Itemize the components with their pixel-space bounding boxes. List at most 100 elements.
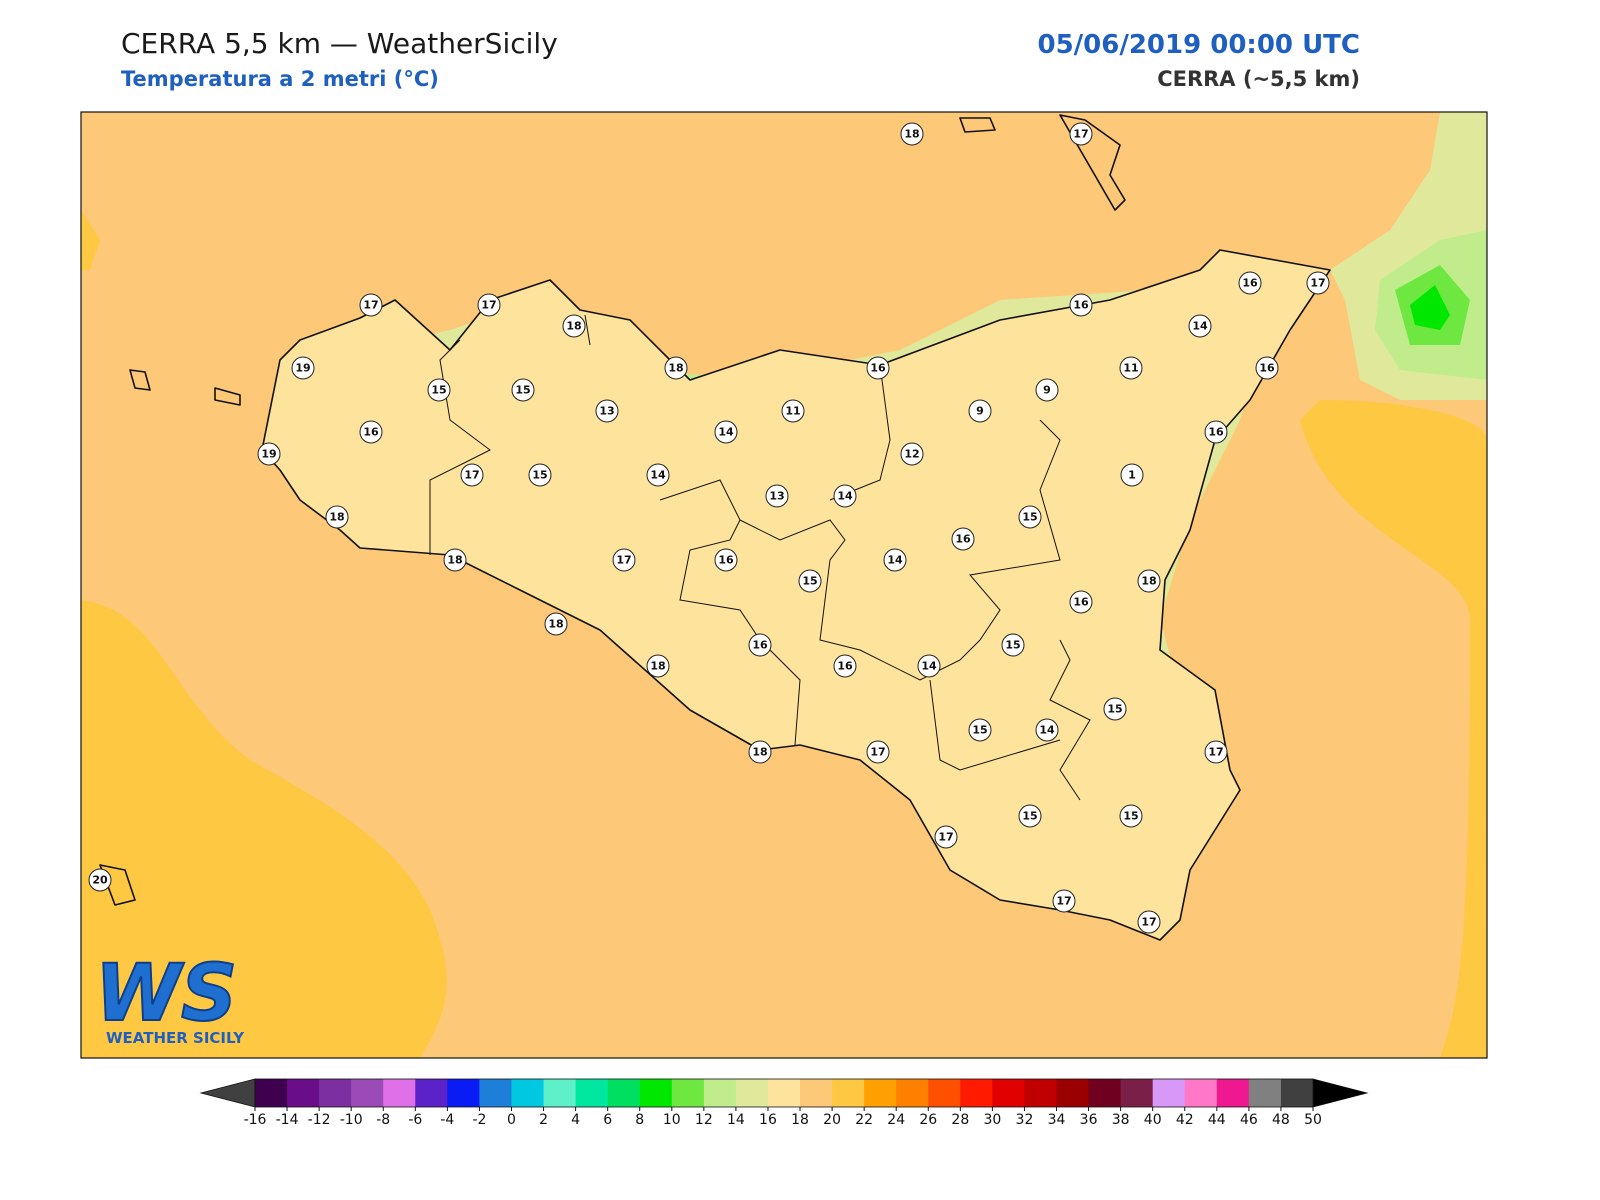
station: 17 bbox=[1204, 740, 1228, 764]
station: 18 bbox=[900, 122, 924, 146]
station: 18 bbox=[443, 548, 467, 572]
station: 15 bbox=[511, 378, 535, 402]
station-value: 18 bbox=[904, 128, 919, 141]
station-value: 12 bbox=[904, 448, 919, 461]
station-value: 14 bbox=[1192, 320, 1208, 333]
station-marker bbox=[460, 463, 484, 487]
colorbar-tick-label: -16 bbox=[244, 1112, 267, 1128]
station-marker bbox=[528, 463, 552, 487]
colorbar-segment bbox=[1088, 1079, 1122, 1107]
station-value: 17 bbox=[1056, 895, 1071, 908]
colorbar-tick-label: -4 bbox=[440, 1112, 454, 1128]
station: 15 bbox=[1018, 804, 1042, 828]
colorbar-segment bbox=[1056, 1079, 1090, 1107]
colorbar-tick-label: 44 bbox=[1208, 1112, 1226, 1128]
station-marker bbox=[748, 740, 772, 764]
station: 15 bbox=[1001, 633, 1025, 657]
colorbar-tick-label: 16 bbox=[759, 1112, 777, 1128]
station: 15 bbox=[968, 718, 992, 742]
station-value: 17 bbox=[464, 469, 479, 482]
colorbar-tick-label: -12 bbox=[308, 1112, 331, 1128]
station: 15 bbox=[528, 463, 552, 487]
colorbar-tick-label: 0 bbox=[507, 1112, 516, 1128]
station-marker bbox=[1052, 889, 1076, 913]
station-value: 16 bbox=[718, 554, 734, 567]
station-value: 15 bbox=[802, 575, 817, 588]
station-value: 15 bbox=[1005, 639, 1020, 652]
station-value: 16 bbox=[1259, 362, 1275, 375]
station: 17 bbox=[866, 740, 890, 764]
colorbar-segment bbox=[447, 1079, 480, 1107]
station-value: 20 bbox=[92, 874, 108, 887]
station-marker bbox=[883, 548, 907, 572]
title: CERRA 5,5 km — WeatherSicily bbox=[121, 27, 558, 60]
colorbar-tick-label: 12 bbox=[695, 1112, 713, 1128]
station-value: 9 bbox=[976, 405, 984, 418]
station-marker bbox=[1103, 697, 1127, 721]
colorbar-tick-label: -10 bbox=[340, 1112, 363, 1128]
colorbar-segment bbox=[1216, 1079, 1250, 1107]
colorbar-tick-label: 48 bbox=[1272, 1112, 1290, 1128]
station-value: 18 bbox=[548, 618, 563, 631]
colorbar-segment bbox=[832, 1079, 865, 1107]
station: 18 bbox=[1137, 569, 1161, 593]
station-value: 18 bbox=[668, 362, 683, 375]
station: 9 bbox=[1035, 378, 1059, 402]
colorbar-tick-label: 4 bbox=[571, 1112, 580, 1128]
station-marker bbox=[900, 442, 924, 466]
station-marker bbox=[511, 378, 535, 402]
station-marker bbox=[968, 399, 992, 423]
station: 15 bbox=[1119, 804, 1143, 828]
station-value: 15 bbox=[431, 384, 446, 397]
station: 16 bbox=[866, 356, 890, 380]
colorbar-tick-label: 10 bbox=[663, 1112, 681, 1128]
station-marker bbox=[359, 420, 383, 444]
colorbar-tick-label: 46 bbox=[1240, 1112, 1258, 1128]
colorbar-segment bbox=[735, 1079, 769, 1107]
station-marker bbox=[917, 654, 941, 678]
station-marker bbox=[291, 356, 315, 380]
station: 17 bbox=[359, 293, 383, 317]
station: 14 bbox=[883, 548, 907, 572]
station-value: 18 bbox=[650, 660, 665, 673]
station-value: 14 bbox=[1039, 724, 1055, 737]
colorbar-over bbox=[1312, 1078, 1369, 1108]
station-value: 17 bbox=[1073, 128, 1088, 141]
date: 05/06/2019 00:00 UTC bbox=[1037, 30, 1360, 60]
colorbar-tick-label: -2 bbox=[472, 1112, 486, 1128]
station: 14 bbox=[917, 654, 941, 678]
colorbar-tick-label: 14 bbox=[727, 1112, 745, 1128]
colorbar-tick-label: 22 bbox=[855, 1112, 873, 1128]
colorbar-under bbox=[199, 1078, 256, 1108]
station-marker bbox=[968, 718, 992, 742]
subtitle: Temperatura a 2 metri (°C) bbox=[121, 67, 439, 91]
station: 16 bbox=[1069, 590, 1093, 614]
station-marker bbox=[1018, 804, 1042, 828]
station-value: 9 bbox=[1043, 384, 1051, 397]
colorbar-tick-label: 8 bbox=[635, 1112, 644, 1128]
station-value: 16 bbox=[1208, 426, 1224, 439]
station: 17 bbox=[1137, 910, 1161, 934]
station-value: 18 bbox=[447, 554, 462, 567]
station: 13 bbox=[765, 484, 789, 508]
station: 16 bbox=[359, 420, 383, 444]
colorbar-segment bbox=[928, 1079, 961, 1107]
colorbar-tick-label: 40 bbox=[1144, 1112, 1162, 1128]
station: 17 bbox=[934, 825, 958, 849]
colorbar-segment bbox=[1248, 1079, 1282, 1107]
station-value: 15 bbox=[1022, 810, 1037, 823]
station-marker bbox=[1119, 356, 1143, 380]
station: 16 bbox=[1255, 356, 1279, 380]
station-marker bbox=[562, 314, 586, 338]
station-marker bbox=[325, 505, 349, 529]
station-value: 15 bbox=[515, 384, 530, 397]
station-marker bbox=[1001, 633, 1025, 657]
station: 12 bbox=[900, 442, 924, 466]
station-value: 16 bbox=[363, 426, 379, 439]
colorbar-tick-label: 6 bbox=[603, 1112, 612, 1128]
colorbar-segment bbox=[671, 1079, 705, 1107]
colorbar-tick-label: 30 bbox=[983, 1112, 1001, 1128]
colorbar-segment bbox=[1184, 1079, 1218, 1107]
station-value: 19 bbox=[261, 448, 276, 461]
